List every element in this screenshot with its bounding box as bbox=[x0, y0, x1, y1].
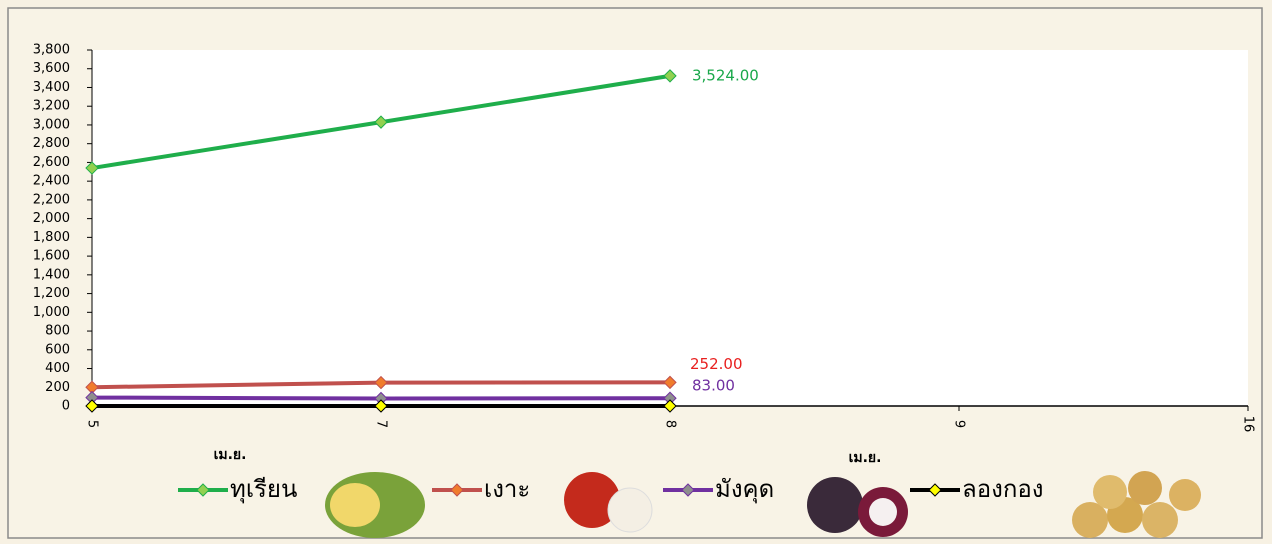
legend-label: ลองกอง bbox=[962, 475, 1044, 503]
x-tick-label: 8 bbox=[663, 420, 678, 428]
legend-label: ทุเรียน bbox=[230, 475, 297, 504]
y-tick-label: 3,600 bbox=[33, 61, 70, 76]
annotation: เม.ย. bbox=[214, 447, 247, 463]
value-label: 3,524.00 bbox=[692, 66, 759, 84]
annotation: เม.ย. bbox=[849, 450, 882, 466]
x-tick-label: 5 bbox=[85, 420, 100, 428]
plot-area bbox=[92, 50, 1248, 406]
y-tick-label: 0 bbox=[62, 399, 70, 414]
y-tick-label: 1,000 bbox=[33, 305, 70, 320]
y-tick-label: 1,600 bbox=[33, 249, 70, 264]
page: {"chart_data": {"type": "line", "categor… bbox=[0, 0, 1272, 544]
y-tick-label: 600 bbox=[45, 342, 70, 357]
legend-label: มังคุด bbox=[715, 475, 774, 504]
x-tick-label: 9 bbox=[952, 420, 967, 428]
y-tick-label: 3,000 bbox=[33, 117, 70, 132]
y-tick-label: 1,200 bbox=[33, 286, 70, 301]
y-tick-label: 1,400 bbox=[33, 267, 70, 282]
y-tick-label: 2,600 bbox=[33, 155, 70, 170]
y-tick-label: 2,800 bbox=[33, 136, 70, 151]
x-tick-label: 7 bbox=[374, 420, 389, 428]
value-label: 83.00 bbox=[692, 377, 735, 395]
y-tick-label: 3,400 bbox=[33, 80, 70, 95]
y-tick-label: 1,800 bbox=[33, 230, 70, 245]
durian-image bbox=[325, 472, 425, 538]
y-tick-label: 800 bbox=[45, 324, 70, 339]
value-label: 252.00 bbox=[690, 355, 743, 373]
chart: 0 200 400 600 800 1,000 1,200 1,400 1,600 1,800 2,… bbox=[0, 0, 1272, 544]
y-tick-label: 3,200 bbox=[33, 99, 70, 114]
legend-label: เงาะ bbox=[484, 475, 530, 503]
y-tick-label: 200 bbox=[45, 380, 70, 395]
y-tick-label: 2,000 bbox=[33, 211, 70, 226]
x-tick-label: 16 bbox=[1241, 416, 1256, 433]
y-tick-label: 2,400 bbox=[33, 174, 70, 189]
y-tick-label: 2,200 bbox=[33, 192, 70, 207]
y-tick-label: 3,800 bbox=[33, 43, 70, 58]
y-tick-label: 400 bbox=[45, 361, 70, 376]
